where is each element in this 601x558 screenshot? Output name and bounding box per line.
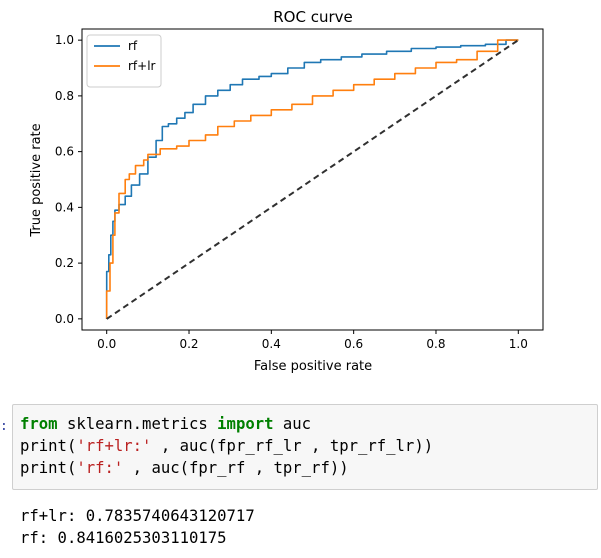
code-keyword: import bbox=[217, 415, 274, 433]
plot-area: 0.0 0.2 0.4 0.6 0.8 1.0 0.0 0.2 0.4 0.6 0.8 1.0 rf rf… bbox=[55, 28, 544, 351]
code-text: print( bbox=[20, 437, 77, 455]
code-line: from sklearn.metrics import auc bbox=[20, 413, 311, 435]
y-axis-label: True positive rate bbox=[29, 123, 44, 237]
y-tick-label: 1.0 bbox=[55, 33, 74, 47]
code-text: print( bbox=[20, 459, 77, 477]
x-tick-label: 0.2 bbox=[179, 337, 198, 351]
y-tick-label: 0.6 bbox=[55, 145, 74, 159]
code-keyword: from bbox=[20, 415, 58, 433]
series-line-rf-lr bbox=[105, 39, 519, 319]
code-line: print('rf:' , auc(fpr_rf , tpr_rf)) bbox=[20, 457, 349, 479]
x-tick-label: 1.0 bbox=[509, 337, 528, 351]
output-line: rf: 0.8416025303110175 bbox=[20, 529, 227, 547]
code-cell[interactable]: from sklearn.metrics import auc print('rf… bbox=[12, 404, 598, 490]
code-text: auc bbox=[273, 415, 312, 433]
code-text: , auc(fpr_rf , tpr_rf)) bbox=[123, 459, 349, 477]
chart-title: ROC curve bbox=[273, 8, 353, 26]
x-tick-label: 0.8 bbox=[426, 337, 445, 351]
x-axis-label: False positive rate bbox=[254, 359, 372, 374]
cell-prompt-marker: : bbox=[0, 419, 8, 434]
x-tick-label: 0.4 bbox=[262, 337, 281, 351]
code-string: 'rf:' bbox=[76, 459, 124, 477]
y-tick-label: 0.4 bbox=[55, 200, 74, 214]
x-tick-label: 0.0 bbox=[97, 337, 116, 351]
roc-chart: ROC curve 0.0 0.2 0.4 0.6 0.8 1.0 0.0 0.2 0.4 0.6… bbox=[29, 8, 544, 374]
diagonal-baseline-line bbox=[106, 39, 519, 320]
y-tick-label: 0.8 bbox=[55, 89, 74, 103]
code-line: print('rf+lr:' , auc(fpr_rf_lr , tpr_rf_… bbox=[20, 435, 433, 457]
plot-frame bbox=[81, 28, 544, 331]
code-string: 'rf+lr:' bbox=[76, 437, 152, 455]
y-tick-label: 0.2 bbox=[55, 256, 74, 270]
code-text: sklearn.metrics bbox=[57, 415, 218, 433]
roc-plot-output: ROC curve 0.0 0.2 0.4 0.6 0.8 1.0 0.0 0.2 0.4 0.6… bbox=[29, 8, 544, 374]
x-tick-label: 0.6 bbox=[344, 337, 363, 351]
legend-label: rf+lr bbox=[128, 59, 156, 73]
legend-box bbox=[86, 34, 162, 88]
code-text: , auc(fpr_rf_lr , tpr_rf_lr)) bbox=[151, 437, 434, 455]
output-line: rf+lr: 0.7835740643120717 bbox=[20, 507, 255, 525]
legend-label: rf bbox=[128, 39, 138, 53]
y-tick-label: 0.0 bbox=[55, 312, 74, 326]
